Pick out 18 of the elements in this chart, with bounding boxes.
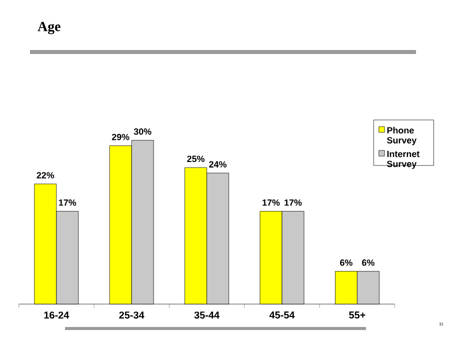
data-label: 17%: [262, 199, 280, 206]
data-label: 22%: [36, 172, 54, 178]
legend-label: Phone Survey: [387, 126, 417, 146]
x-tick-label: 45-54: [269, 312, 295, 319]
data-label: 6%: [362, 259, 374, 266]
legend-label: Internet Survey: [387, 150, 420, 169]
data-label: 17%: [284, 199, 302, 206]
data-label: 6%: [340, 259, 352, 266]
x-tick-label: 16-24: [44, 312, 70, 319]
data-label: 29%: [112, 134, 130, 140]
x-tick-label: 35-44: [194, 312, 220, 319]
x-tick-label: 55+: [349, 312, 366, 319]
data-label: 30%: [134, 128, 152, 135]
data-label: 17%: [58, 199, 76, 206]
data-label: 25%: [187, 156, 205, 162]
data-label: 24%: [209, 161, 227, 168]
x-tick-label: 25-34: [119, 312, 144, 319]
chart-title: Age: [38, 22, 60, 34]
